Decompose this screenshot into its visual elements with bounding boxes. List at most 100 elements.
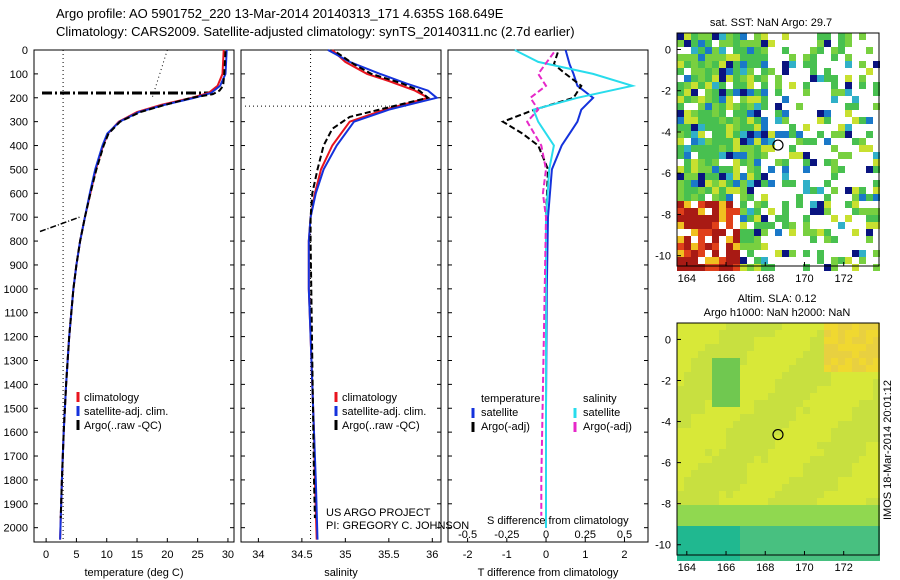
sst-map-cell	[747, 40, 754, 47]
sla-map-cell	[796, 484, 803, 491]
sla-map-cell	[852, 484, 859, 491]
sla-map-cell	[705, 393, 712, 400]
sla-map-cell	[705, 498, 712, 505]
sla-map-cell	[677, 540, 684, 547]
sla-map-cell	[775, 540, 782, 547]
sla-map-frame	[676, 322, 880, 556]
sla-map-cell	[789, 344, 796, 351]
sst-map-cell	[782, 131, 789, 138]
sst-map-cell	[747, 68, 754, 75]
sla-map-cell	[775, 428, 782, 435]
sla-map-cell	[719, 323, 726, 330]
sla-map-cell	[740, 344, 747, 351]
sla-map-cell	[705, 407, 712, 414]
sla-map-cell	[761, 533, 768, 540]
sla-map-cell	[712, 449, 719, 456]
sla-map-cell	[684, 365, 691, 372]
sla-map-cell	[838, 428, 845, 435]
sst-map-cell	[726, 166, 733, 173]
sla-map-cell	[796, 526, 803, 533]
sla-map-cell	[698, 393, 705, 400]
sla-map-cell	[754, 337, 761, 344]
sst-map-cell	[698, 215, 705, 222]
sla-map-cell	[796, 512, 803, 519]
sla-map-cell	[705, 526, 712, 533]
sst-map-cell	[817, 201, 824, 208]
sla-map-cell	[866, 358, 873, 365]
depth-tick-label: 300	[10, 117, 28, 129]
sst-map-cell	[698, 54, 705, 61]
sla-map-cell	[845, 407, 852, 414]
sla-map-cell	[789, 365, 796, 372]
sst-map-cell	[698, 208, 705, 215]
sla-map-cell	[866, 365, 873, 372]
sla-map-cell	[747, 421, 754, 428]
sst-map-cell	[684, 54, 691, 61]
sla-map-cell	[747, 470, 754, 477]
sla-map-cell	[754, 540, 761, 547]
sst-map-cell	[698, 166, 705, 173]
diff-s-tick-label: 0.25	[575, 529, 596, 541]
sla-map-cell	[782, 428, 789, 435]
sla-map-cell	[810, 428, 817, 435]
sst-map-cell	[845, 54, 852, 61]
sla-map-cell	[768, 547, 775, 554]
sla-map-cell	[733, 372, 740, 379]
sla-map-cell	[859, 442, 866, 449]
sst-map-cell	[845, 187, 852, 194]
sst-map-cell	[761, 47, 768, 54]
sla-map-cell	[698, 547, 705, 554]
sla-map-cell	[817, 498, 824, 505]
sst-map-cell	[789, 222, 796, 229]
sst-map-cell	[705, 75, 712, 82]
sla-map-cell	[712, 414, 719, 421]
sst-map-cell	[712, 82, 719, 89]
sst-map-cell	[747, 250, 754, 257]
sla-map-cell	[740, 351, 747, 358]
sst-map-cell	[712, 236, 719, 243]
sla-map-cell	[740, 484, 747, 491]
temp-x-tick-label: 30	[222, 549, 234, 561]
sla-map-cell	[726, 477, 733, 484]
sst-map-cell	[754, 236, 761, 243]
diff-series-line	[525, 51, 555, 516]
sst-map-cell	[712, 61, 719, 68]
sla-map-cell	[782, 414, 789, 421]
sla-map-cell	[775, 414, 782, 421]
sla-map-cell	[719, 351, 726, 358]
sst-map-cell	[719, 257, 726, 264]
sla-map-cell	[796, 547, 803, 554]
sst-map-cell	[817, 187, 824, 194]
sst-map-cell	[768, 208, 775, 215]
sst-map-cell	[754, 208, 761, 215]
sla-map-cell	[873, 554, 880, 561]
sla-map-cell	[859, 533, 866, 540]
sla-map-cell	[810, 407, 817, 414]
sla-map-cell	[817, 554, 824, 561]
sla-map-cell	[824, 351, 831, 358]
sla-map-cell	[824, 519, 831, 526]
sst-map-cell	[740, 194, 747, 201]
sst-map-cell	[733, 159, 740, 166]
sst-map-cell	[712, 33, 719, 40]
sla-map-cell	[831, 526, 838, 533]
sla-map-cell	[859, 449, 866, 456]
sla-map-cell	[824, 400, 831, 407]
sla-map-cell	[859, 463, 866, 470]
sst-map-cell	[740, 82, 747, 89]
sla-map-cell	[782, 344, 789, 351]
sla-map-cell	[754, 379, 761, 386]
sla-map-cell	[859, 372, 866, 379]
sla-map-cell	[733, 393, 740, 400]
sla-map-cell	[733, 519, 740, 526]
sst-map-cell	[733, 152, 740, 159]
sla-map-cell	[747, 463, 754, 470]
sla-map-cell	[761, 470, 768, 477]
sst-map-cell	[754, 117, 761, 124]
sla-map-cell	[768, 463, 775, 470]
sst-map-cell	[747, 159, 754, 166]
sla-map-cell	[747, 449, 754, 456]
sst-map-cell	[719, 47, 726, 54]
sla-map-cell	[726, 519, 733, 526]
sst-map-cell	[859, 138, 866, 145]
